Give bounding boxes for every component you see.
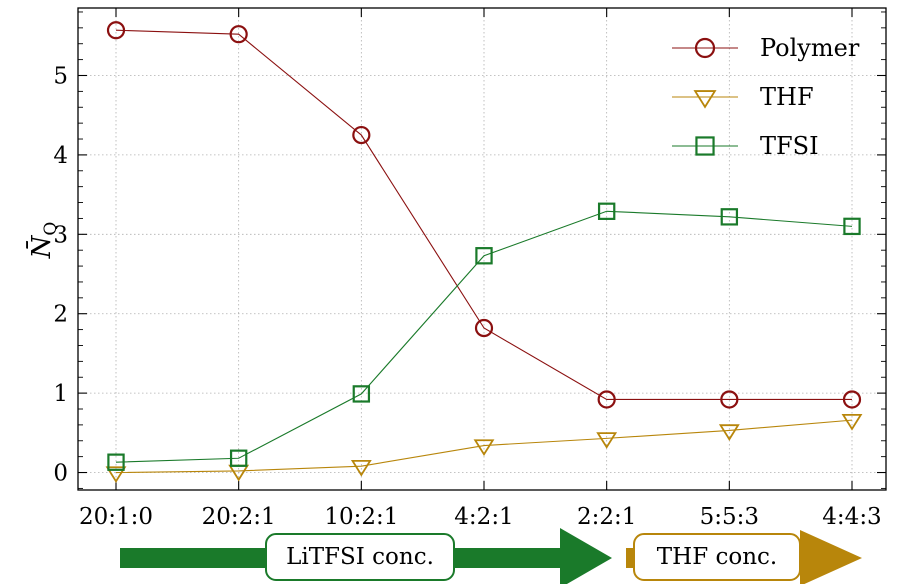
legend-label-tfsi: TFSI [760,132,819,160]
y-tick-label: 4 [53,143,68,169]
thf-arrow-label: THF conc. [657,544,777,570]
legend-item-polymer: Polymer [672,34,860,62]
legend-marker-tfsi [695,136,715,156]
polymer-line [115,29,852,401]
legend-label-thf: THF [760,83,814,111]
y-tick-label: 5 [53,63,68,89]
x-tick-label: 2:2:1 [577,504,636,530]
thf-point [350,459,372,477]
y-tick-label: 3 [53,222,68,248]
legend-marker-polymer [694,37,716,59]
tfsi-point [229,449,248,467]
x-tick-label: 20:1:0 [79,504,153,530]
x-tick-label: 4:2:1 [454,504,513,530]
thf-point [841,413,863,431]
thf-point [473,439,495,457]
legend-item-tfsi: TFSI [672,132,819,160]
tfsi-point [597,202,616,220]
x-tick-labels: 20:1:0 20:2:1 10:2:1 4:2:1 2:2:1 5:5:3 4:4:3 [79,504,882,530]
series-layer [105,21,863,484]
polymer-point [229,25,248,44]
tfsi-line [115,210,853,463]
thf-point [718,424,740,441]
legend-item-thf: THF [672,83,814,111]
y-tick-label: 1 [53,381,68,407]
tfsi-point [475,247,493,265]
plot-frame [77,7,887,491]
tfsi-series [107,202,861,471]
thf-point [596,432,618,449]
concentration-arrows: LiTFSI conc. THF conc. [120,528,862,584]
polymer-point [352,125,371,145]
y-axis-label-subscript: O [41,222,61,236]
tfsi-point [720,208,739,226]
thf-line [115,419,853,474]
grid-lines [78,8,886,490]
y-axis-label-symbol: N̄ [25,234,57,259]
x-tick-label: 20:2:1 [202,504,276,530]
thf-arrow-label-box [633,533,801,581]
polymer-point [474,318,494,338]
legend-marker-thf [693,90,717,109]
y-axis-label: N̄O [25,222,61,260]
x-tick-label: 4:4:3 [822,504,881,530]
litfsi-arrow-label: LiTFSI conc. [286,544,434,570]
thf-series [105,413,863,484]
polymer-point [720,390,739,409]
legend-label-polymer: Polymer [760,34,860,62]
x-tick-label: 5:5:3 [700,504,759,530]
tfsi-point [352,385,371,403]
y-tick-label: 0 [53,461,68,487]
axis-ticks [78,8,886,490]
y-tick-label: 2 [53,302,68,328]
tfsi-point [107,453,125,471]
thf-point [105,466,127,484]
polymer-point [106,21,126,40]
tfsi-point [843,217,861,236]
polymer-point [842,390,862,409]
litfsi-arrow-label-box [265,533,455,581]
polymer-series [106,21,862,409]
y-tick-labels: 0 1 2 3 4 5 [53,63,68,486]
legend: Polymer THF TFSI [672,34,860,160]
polymer-point [597,390,616,409]
x-tick-label: 10:2:1 [324,504,398,530]
